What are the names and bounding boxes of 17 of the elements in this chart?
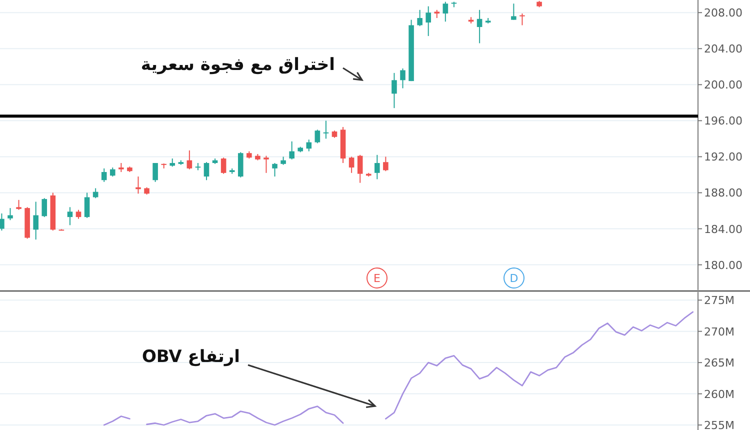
y-tick-label: 192.00 <box>704 150 742 164</box>
annotation: ارتفاع OBV <box>142 347 240 367</box>
y-tick-label: 184.00 <box>704 222 742 236</box>
y-tick-label: 180.00 <box>704 258 742 272</box>
y-tick-label: 196.00 <box>704 114 742 128</box>
y-tick-label: 255M <box>704 419 734 430</box>
y-tick-label: 204.00 <box>704 42 742 56</box>
y-tick-label: 188.00 <box>704 186 742 200</box>
y-tick-label: 200.00 <box>704 78 742 92</box>
annotation: E <box>374 272 381 285</box>
y-tick-label: 265M <box>704 356 734 370</box>
y-tick-label: 208.00 <box>704 6 742 20</box>
y-tick-label: 260M <box>704 388 734 401</box>
annotation: اختراق مع فجوة سعرية <box>140 55 335 75</box>
y-tick-label: 270M <box>704 325 734 338</box>
y-tick-label: 275M <box>704 294 734 308</box>
annotation: D <box>510 272 518 285</box>
